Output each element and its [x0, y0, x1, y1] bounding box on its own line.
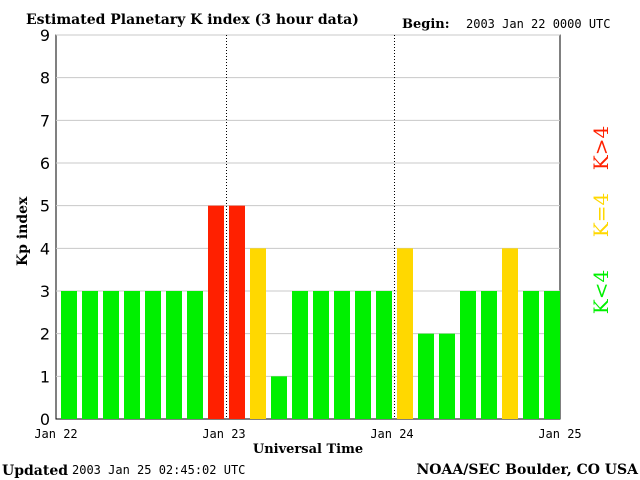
x-tick-label-3: Jan 25 [538, 427, 581, 441]
bar-20 [481, 291, 497, 419]
bar-12 [313, 291, 329, 419]
legend-k-equal-4: K=4 [589, 193, 613, 237]
y-tick-label-4: 4 [40, 239, 50, 258]
y-tick-label-5: 5 [40, 197, 50, 216]
bar-4 [145, 291, 161, 419]
y-tick-label-1: 1 [40, 367, 50, 386]
y-tick-label-2: 2 [40, 325, 50, 344]
bar-16 [397, 248, 413, 419]
y-tick-label-8: 8 [40, 69, 50, 88]
bars [61, 205, 560, 419]
begin-value: 2003 Jan 22 0000 UTC [466, 17, 611, 31]
bar-22 [523, 291, 539, 419]
bar-18 [439, 333, 455, 419]
chart-title: Estimated Planetary K index (3 hour data… [26, 12, 359, 28]
y-tick-label-6: 6 [40, 154, 50, 173]
bar-0 [61, 291, 77, 419]
bar-11 [292, 291, 308, 419]
y-tick-label-7: 7 [40, 111, 50, 130]
bar-8 [229, 205, 245, 419]
x-axis-label: Universal Time [253, 442, 363, 457]
begin-label: Begin: [402, 17, 450, 32]
bar-10 [271, 376, 287, 419]
bar-3 [124, 291, 140, 419]
x-tick-label-2: Jan 24 [370, 427, 413, 441]
bar-23 [544, 291, 560, 419]
bar-1 [82, 291, 98, 419]
bar-19 [460, 291, 476, 419]
updated-label: Updated [2, 463, 68, 479]
legend-k-greater-4: K>4 [589, 126, 613, 170]
bar-21 [502, 248, 518, 419]
bar-2 [103, 291, 119, 419]
bar-13 [334, 291, 350, 419]
bar-6 [187, 291, 203, 419]
updated-value: 2003 Jan 25 02:45:02 UTC [72, 463, 245, 477]
y-tick-label-9: 9 [40, 26, 50, 45]
x-tick-label-1: Jan 23 [202, 427, 245, 441]
bar-15 [376, 291, 392, 419]
y-tick-label-3: 3 [40, 282, 50, 301]
bar-7 [208, 205, 224, 419]
x-tick-label-0: Jan 22 [34, 427, 77, 441]
y-axis-label: Kp index [15, 196, 31, 266]
source-credit: NOAA/SEC Boulder, CO USA [417, 462, 640, 478]
bar-9 [250, 248, 266, 419]
day-separators [226, 35, 395, 419]
x-tick-labels: Jan 22 Jan 23 Jan 24 Jan 25 [34, 427, 581, 441]
bar-14 [355, 291, 371, 419]
y-tick-labels: 0 1 2 3 4 5 6 7 8 9 [40, 26, 50, 429]
legend-k-less-4: K<4 [589, 270, 613, 314]
y-tick-label-0: 0 [40, 410, 50, 429]
bar-5 [166, 291, 182, 419]
bar-17 [418, 333, 434, 419]
